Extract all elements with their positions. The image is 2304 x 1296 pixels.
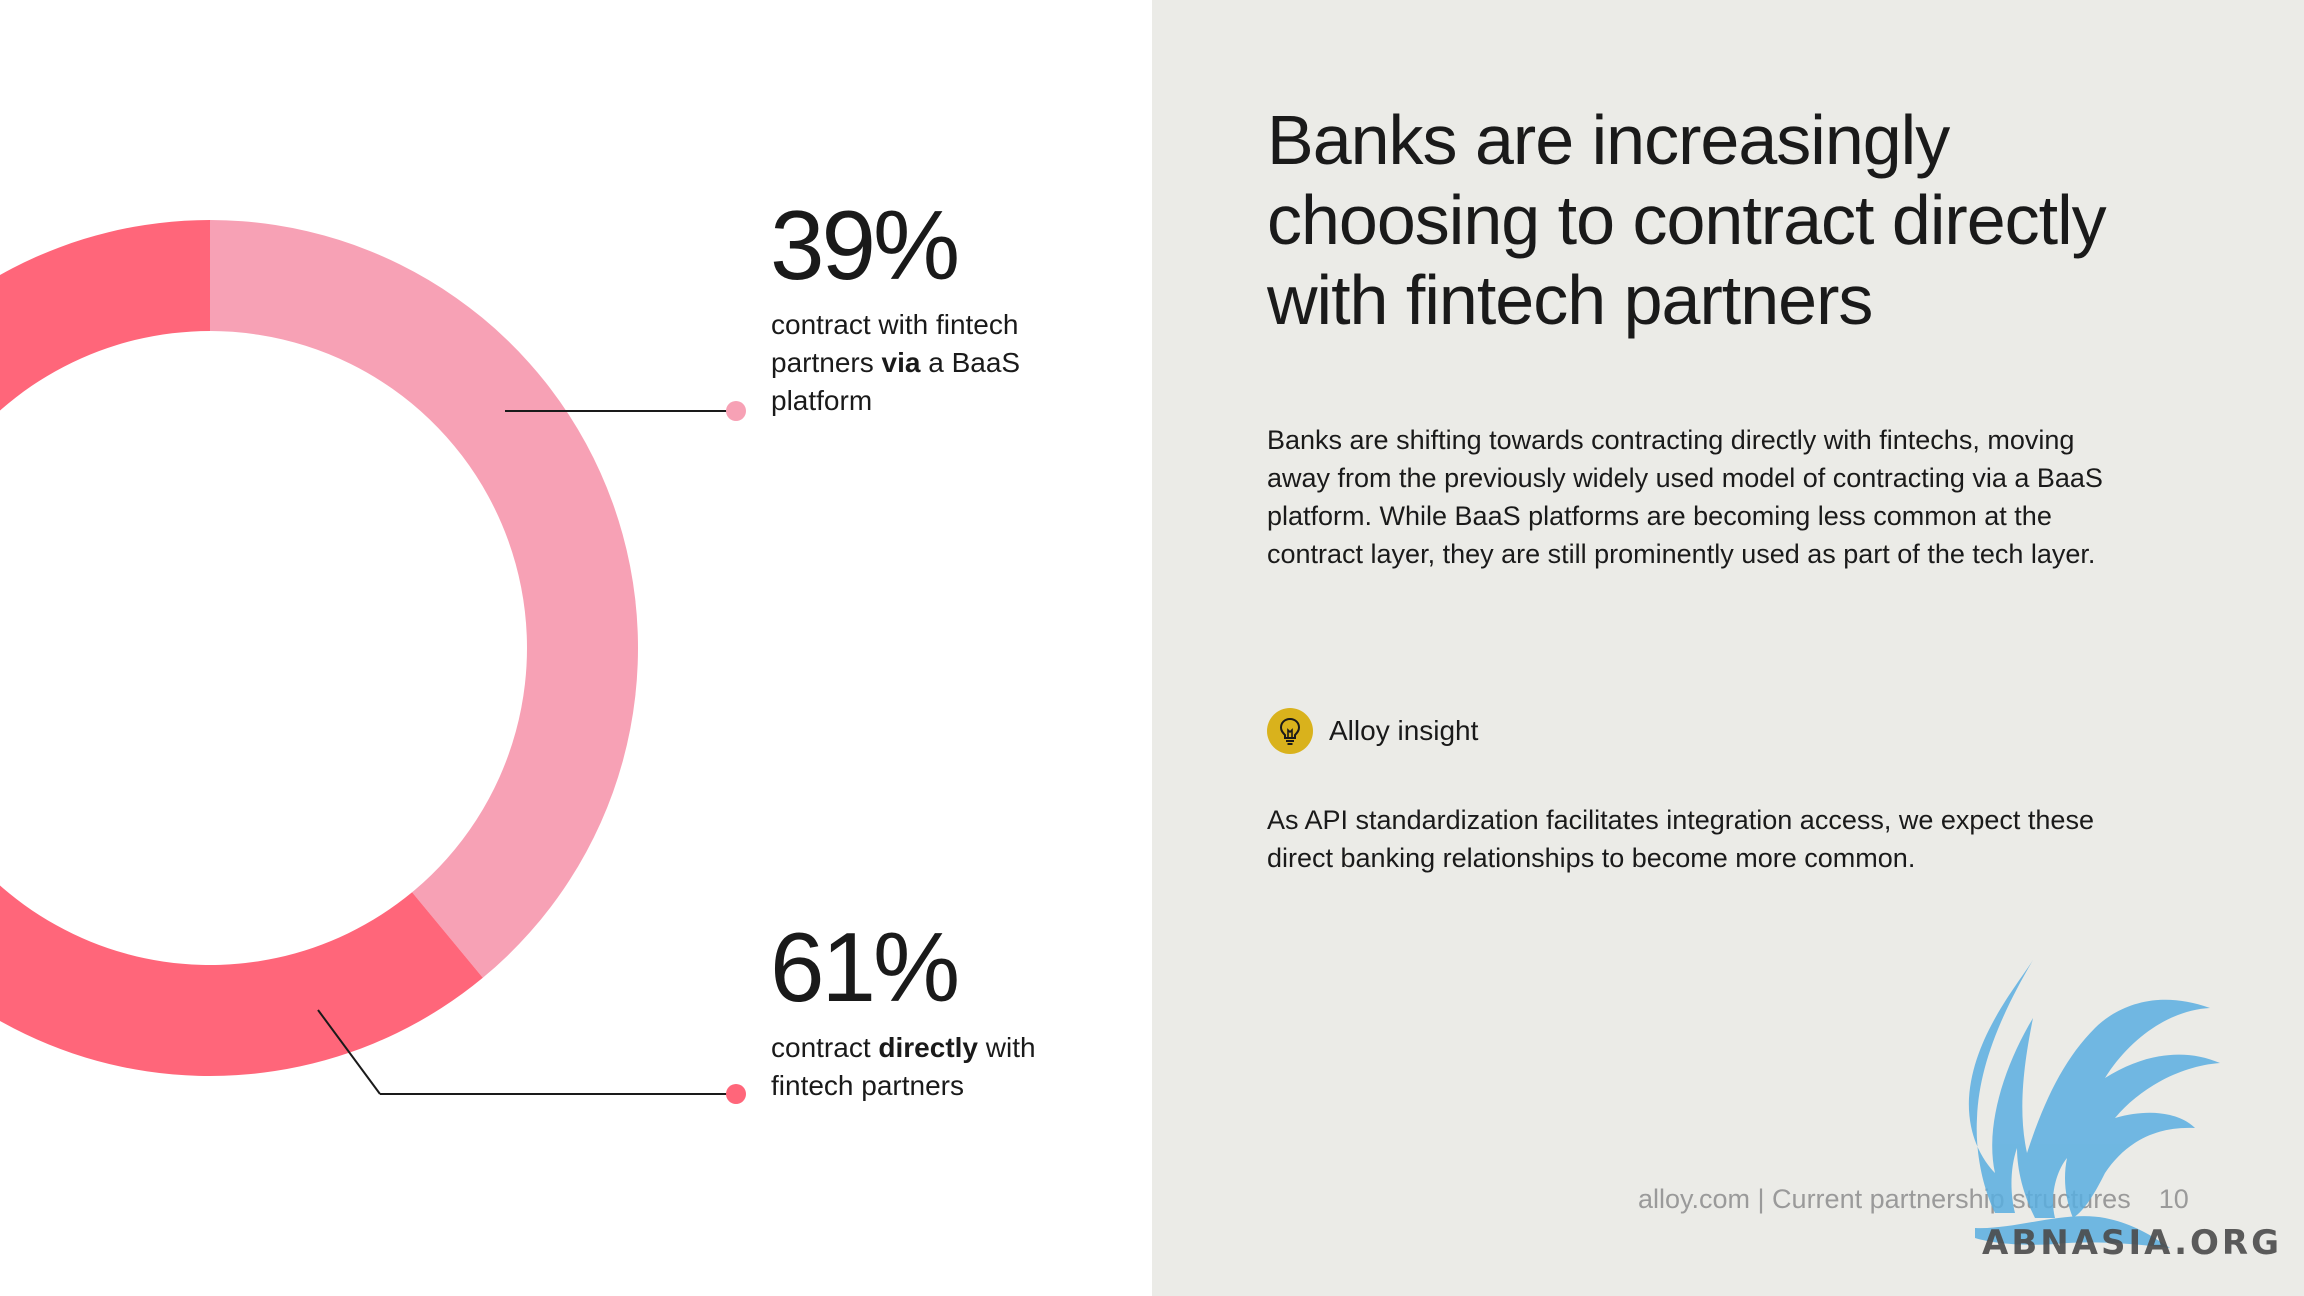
body-paragraph: Banks are shifting towards contracting d…: [1267, 425, 2103, 569]
stat-value-baas: 39%: [770, 190, 960, 300]
page-title: Banks are increasingly choosing to contr…: [1267, 101, 2107, 339]
stat-desc-baas-line1: contract with fintech: [771, 309, 1019, 340]
lightbulb-icon: [1267, 708, 1313, 754]
marker-dot-baas: [726, 401, 746, 421]
leader-line-direct-diagonal: [317, 1009, 381, 1095]
stat-desc-baas: contract with fintech partners via a Baa…: [771, 306, 1020, 420]
stat-value-direct: 61%: [770, 912, 960, 1022]
watermark-text: ABNASIA.ORG: [1982, 1223, 2282, 1260]
marker-dot-direct: [726, 1084, 746, 1104]
insight-label: Alloy insight: [1329, 715, 1479, 746]
phoenix-logo-icon: [1968, 960, 2220, 1248]
stat-desc-baas-line2-post: a BaaS: [920, 347, 1021, 378]
stat-desc-direct: contract directly with fintech partners: [771, 1029, 1036, 1105]
stat-desc-baas-bold: via: [881, 347, 921, 378]
page-number: 10: [2158, 1184, 2189, 1214]
donut-slice-direct: [0, 220, 483, 1076]
stat-desc-direct-bold: directly: [878, 1032, 978, 1063]
stat-desc-baas-line2-pre: partners: [771, 347, 882, 378]
stat-desc-direct-line2: fintech partners: [771, 1070, 964, 1101]
chart-panel: 39% contract with fintech partners via a…: [0, 190, 1036, 1105]
stat-desc-baas-line3: platform: [771, 385, 873, 416]
stat-desc-direct-post: with: [978, 1032, 1036, 1063]
donut-slice-baas: [210, 220, 638, 978]
watermark-logo: ABNASIA.ORG: [1968, 960, 2282, 1260]
insight-header: Alloy insight: [1267, 708, 1478, 754]
stat-desc-direct-pre: contract: [771, 1032, 879, 1063]
insight-text: As API standardization facilitates integ…: [1267, 805, 2094, 873]
donut-chart: [0, 220, 746, 1104]
